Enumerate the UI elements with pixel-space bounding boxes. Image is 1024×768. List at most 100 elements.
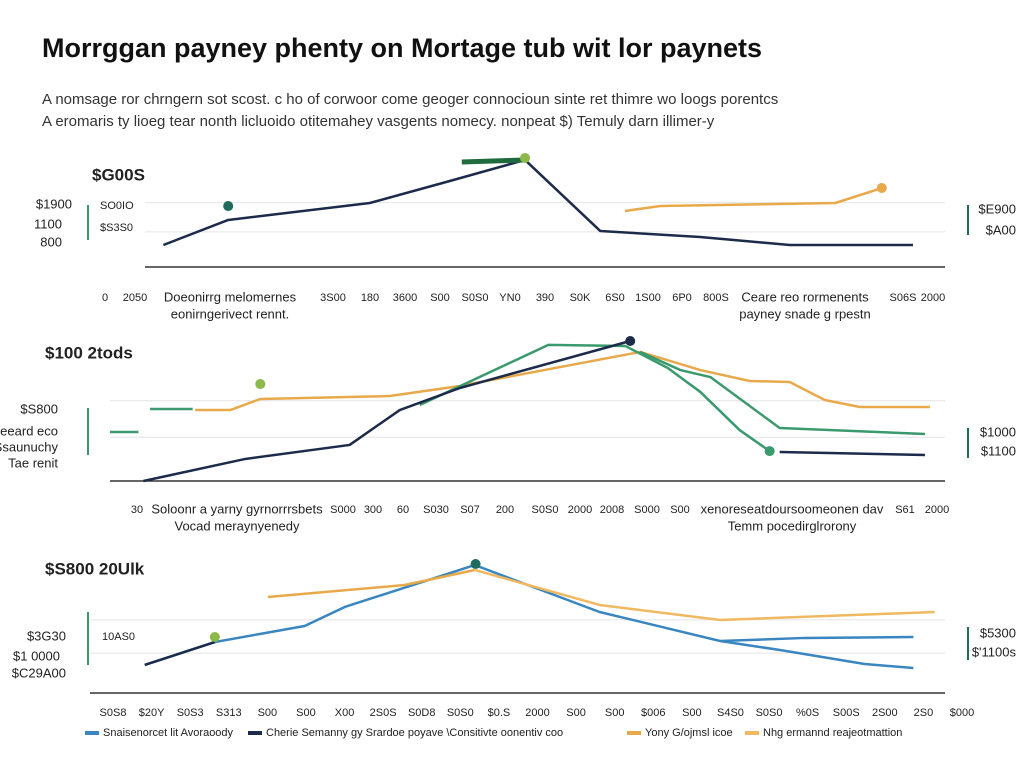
x-tick-label: S00 [682,707,702,719]
x-tick-label: 2008 [600,504,624,516]
annotation: Ceare reo rormenents [741,289,869,304]
end-marker [625,335,636,346]
annotation: xenoreseatdoursoomeonen dav [701,501,884,516]
x-tick-label: S00 [566,707,586,719]
x-tick-label: 2S00 [872,707,898,719]
series-line [461,157,526,165]
page-title: Morrggan payney phenty on Mortage tub wi… [42,33,762,63]
chart-heading: $100 2tods [45,343,133,362]
x-tick-label: S313 [216,707,242,719]
x-tick-label: $20Y [139,707,165,719]
x-tick-label: 2000 [925,504,949,516]
side-label: Ssaunuchy [0,439,58,454]
x-tick-label: S61 [895,504,915,516]
subtitle-line: A eromaris ty lioeg tear nonth licluoido… [42,113,715,130]
x-tick-label: X00 [335,707,355,719]
x-tick-label: 300 [364,504,382,516]
side-label: 1100 [34,216,62,231]
x-tick-label: 2S0 [914,707,934,719]
x-tick-label: S0D8 [408,707,436,719]
side-label: SO0IO [100,200,134,212]
side-label: $S800 [20,401,58,416]
side-label: $E900 [978,201,1016,216]
x-tick-label: 3600 [393,292,417,304]
annotation: eonirngerivect rennt. [171,306,290,321]
x-tick-label: S00 [258,707,278,719]
annotation: Doeonirrg melomernes [164,289,297,304]
end-marker [764,446,775,457]
x-tick-label: %0S [796,707,819,719]
x-tick-label: S0K [570,292,591,304]
series-line [110,407,193,434]
subtitle-line: A nomsage ror chrngern sot scost. c ho o… [42,91,778,108]
x-tick-label: YN0 [499,292,520,304]
x-tick-label: S0S0 [756,707,783,719]
end-marker [876,183,887,194]
side-label: Tae renit [8,455,58,470]
series-line [144,640,216,667]
legend-swatch [85,731,99,735]
annotation: Soloonr a yarny gyrnorrrsbets [151,501,323,516]
end-marker [209,632,220,643]
x-tick-label: 2000 [921,292,945,304]
x-tick-label: 1S00 [635,292,661,304]
side-label: $1000 [980,424,1016,439]
x-tick-label: S00 [670,504,690,516]
side-label: $C29A00 [12,665,66,680]
end-marker [223,201,234,212]
x-tick-label: 6P0 [672,292,692,304]
x-tick-label: S000 [634,504,660,516]
x-tick-label: $006 [641,707,665,719]
legend-swatch [745,731,759,735]
x-tick-label: S0S3 [177,707,204,719]
x-tick-label: S06S [890,292,917,304]
x-tick-label: S030 [423,504,449,516]
legend-swatch [248,731,262,735]
chart-heading: $G00S [92,165,145,184]
x-tick-label: S0S0 [462,292,489,304]
side-label: $1 0000 [13,648,60,663]
x-tick-label: $0.S [488,707,511,719]
series-line [639,350,926,436]
x-tick-label: S00 [296,707,316,719]
series-line [267,568,476,599]
x-tick-label: 2000 [525,707,549,719]
x-tick-label: 30 [131,504,143,516]
series-line [419,343,771,453]
series-line [720,635,914,643]
x-tick-label: S0S0 [532,504,559,516]
side-label: 800 [40,234,62,249]
side-label: $3G30 [27,628,66,643]
series-line [474,568,935,622]
x-tick-label: $000 [950,707,974,719]
chart-heading: $S800 20Ulk [45,559,145,578]
end-marker [520,152,530,163]
series-line [624,186,883,213]
legend-label: Nhg ermannd reajeotmattion [763,727,902,739]
end-marker [470,558,481,569]
annotation: Temm pocedirglrorony [728,518,857,533]
x-tick-label: 390 [536,292,554,304]
x-tick-label: 200 [496,504,514,516]
legend-label: Snaisenorcet lit Avoraoody [103,727,234,739]
legend-label: Yony G/ojmsl icoe [645,727,733,739]
side-label: $1100 [981,443,1016,458]
x-tick-label: 800S [703,292,729,304]
x-tick-label: S00S [833,707,860,719]
x-tick-label: 2000 [568,504,592,516]
x-tick-label: S00 [605,707,625,719]
side-label: $S3S0 [100,222,133,234]
x-tick-label: S000 [330,504,356,516]
annotation: Vocad meraynyenedy [174,518,300,533]
side-label: $1900 [36,196,72,211]
series-line [195,350,930,412]
x-tick-label: S00 [430,292,450,304]
side-label: Meeard eco [0,423,58,438]
annotation: payney snade g rpestn [739,306,871,321]
x-tick-label: 2S0S [370,707,397,719]
x-tick-label: S0S8 [100,707,127,719]
x-tick-label: 0 [102,292,108,304]
side-label: $A00 [986,222,1016,237]
legend-label: Cherie Semanny gy Srardoe poyave \Consit… [266,727,563,739]
